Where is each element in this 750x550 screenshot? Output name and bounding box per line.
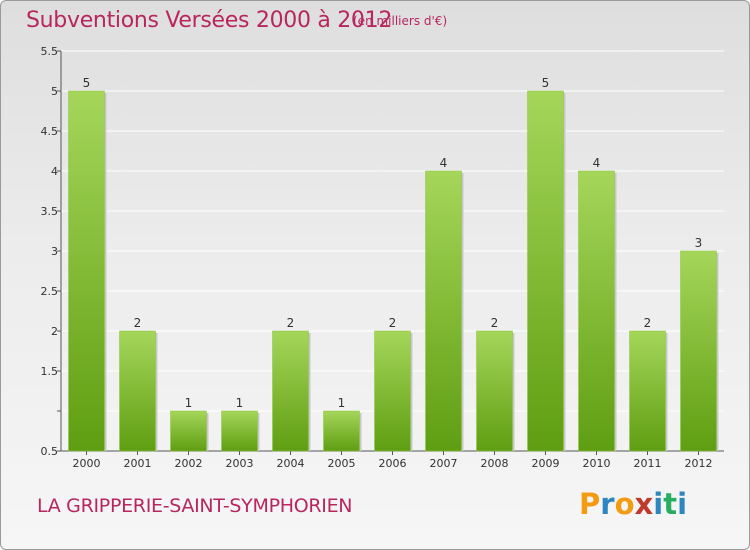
y-tick-label: 2 — [51, 325, 58, 338]
x-tick-label: 2007 — [430, 457, 458, 470]
bar-2000 — [68, 90, 105, 452]
bar-2003 — [221, 410, 258, 452]
y-tick-label: 3 — [51, 245, 58, 258]
bar-2008 — [476, 330, 513, 452]
bar-2001 — [119, 330, 156, 452]
value-label: 1 — [338, 396, 346, 410]
value-label: 5 — [542, 76, 550, 90]
y-tick-label: 3.5 — [41, 205, 59, 218]
value-label: 2 — [491, 316, 499, 330]
x-tick-label: 2006 — [379, 457, 407, 470]
value-label: 2 — [389, 316, 397, 330]
labels: 2000 5 2001 2 2002 1 2003 1 2004 2 2005 1 2006 2 2007 4… — [73, 76, 713, 470]
chart-title: Subventions Versées 2000 à 2012 — [26, 8, 393, 33]
value-label: 1 — [185, 396, 193, 410]
logo-letter: x — [634, 487, 654, 521]
logo-letter: r — [600, 487, 615, 521]
bar-2006 — [374, 330, 411, 452]
place-name: LA GRIPPERIE-SAINT-SYMPHORIEN — [37, 495, 353, 517]
bars — [68, 90, 719, 452]
y-tick-label: 4.5 — [41, 125, 59, 138]
y-tick-label: 0.5 — [41, 445, 59, 458]
logo-letter: t — [663, 487, 678, 521]
y-tick-label: 4 — [51, 165, 58, 178]
x-tick-label: 2005 — [328, 457, 356, 470]
x-tick-label: 2012 — [685, 457, 713, 470]
bar-2012 — [680, 250, 717, 452]
logo-letter: i — [677, 487, 688, 521]
y-tick-label: 2.5 — [41, 285, 59, 298]
value-label: 4 — [440, 156, 448, 170]
value-label: 2 — [644, 316, 652, 330]
x-tick-label: 2004 — [277, 457, 305, 470]
x-tick-label: 2001 — [124, 457, 152, 470]
x-tick-label: 2010 — [583, 457, 611, 470]
chart-unit: (en milliers d'€) — [353, 14, 448, 28]
bar-2009 — [527, 90, 564, 452]
value-label: 3 — [695, 236, 703, 250]
x-tick-label: 2000 — [73, 457, 101, 470]
bar-2007 — [425, 170, 462, 452]
bar-2010 — [578, 170, 615, 452]
bar-2004 — [272, 330, 309, 452]
logo-letter: P — [579, 487, 601, 521]
bar-2011 — [629, 330, 666, 452]
x-tick-label: 2009 — [532, 457, 560, 470]
proxiti-logo: Proxiti — [579, 487, 687, 521]
x-tick-label: 2002 — [175, 457, 203, 470]
value-label: 2 — [287, 316, 295, 330]
x-tick-label: 2008 — [481, 457, 509, 470]
y-tick-label: 5.5 — [41, 45, 59, 58]
value-label: 4 — [593, 156, 601, 170]
value-label: 5 — [83, 76, 91, 90]
value-label: 1 — [236, 396, 244, 410]
bar-2005 — [323, 410, 360, 452]
bar-2002 — [170, 410, 207, 452]
logo-letter: o — [614, 487, 635, 521]
logo-letter: i — [653, 487, 664, 521]
x-tick-label: 2003 — [226, 457, 254, 470]
y-tick-label: 5 — [51, 85, 58, 98]
y-tick-label: 1.5 — [41, 365, 59, 378]
value-label: 2 — [134, 316, 142, 330]
x-tick-label: 2011 — [634, 457, 662, 470]
